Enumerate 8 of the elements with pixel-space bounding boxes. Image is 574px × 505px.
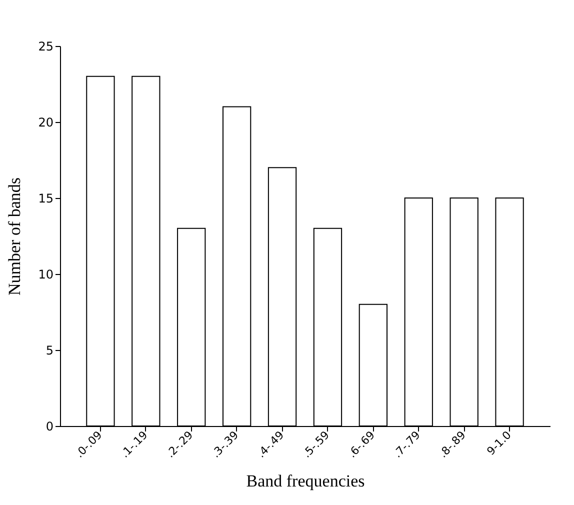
y-tick-label: 5 <box>46 344 54 358</box>
y-tick-label: 15 <box>38 192 54 206</box>
y-axis-title: Number of bands <box>5 177 24 296</box>
y-tick-label: 10 <box>38 268 54 282</box>
y-tick-label: 0 <box>46 420 54 434</box>
y-tick-label: 25 <box>38 40 54 54</box>
y-tick-label: 20 <box>38 116 54 130</box>
x-axis-title: Band frequencies <box>246 472 365 491</box>
